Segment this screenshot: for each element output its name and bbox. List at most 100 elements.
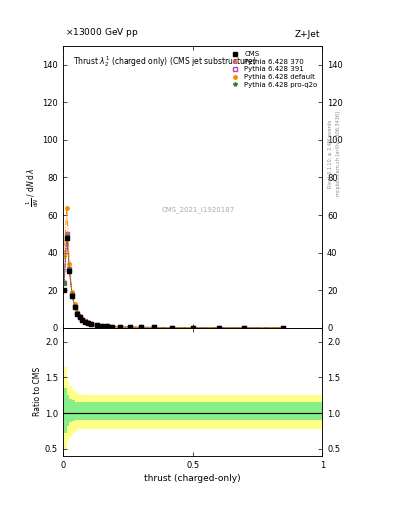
Line: CMS: CMS xyxy=(62,236,285,329)
CMS xyxy=(64,234,69,241)
Pythia 6.428 391 xyxy=(62,280,66,286)
Pythia 6.428 370 xyxy=(169,325,174,331)
Pythia 6.428 391 xyxy=(75,310,79,316)
Pythia 6.428 370 xyxy=(80,317,85,323)
Pythia 6.428 391 xyxy=(118,324,122,330)
Pythia 6.428 370 xyxy=(70,291,74,297)
Text: CMS_2021_I1920187: CMS_2021_I1920187 xyxy=(161,206,234,213)
Pythia 6.428 370 xyxy=(190,325,195,331)
Pythia 6.428 370 xyxy=(151,325,156,331)
Pythia 6.428 default xyxy=(190,325,195,331)
Pythia 6.428 default xyxy=(64,204,69,210)
Pythia 6.428 391 xyxy=(72,303,77,309)
Pythia 6.428 default xyxy=(99,323,104,329)
Line: Pythia 6.428 default: Pythia 6.428 default xyxy=(62,206,285,329)
Pythia 6.428 391 xyxy=(83,318,87,325)
Pythia 6.428 pro-q2o xyxy=(67,266,72,272)
Pythia 6.428 370 xyxy=(67,266,72,272)
Y-axis label: Ratio to CMS: Ratio to CMS xyxy=(33,367,42,416)
Pythia 6.428 default xyxy=(70,289,74,295)
Pythia 6.428 391 xyxy=(80,317,85,323)
Pythia 6.428 pro-q2o xyxy=(138,324,143,330)
Pythia 6.428 pro-q2o xyxy=(110,324,114,330)
Pythia 6.428 default xyxy=(128,324,133,330)
Pythia 6.428 391 xyxy=(110,324,114,330)
Pythia 6.428 default xyxy=(67,261,72,267)
Pythia 6.428 391 xyxy=(242,325,247,331)
Pythia 6.428 pro-q2o xyxy=(80,317,85,323)
Pythia 6.428 391 xyxy=(67,266,72,272)
Pythia 6.428 370 xyxy=(128,324,133,330)
Pythia 6.428 pro-q2o xyxy=(99,323,104,329)
Pythia 6.428 pro-q2o xyxy=(242,325,247,331)
Pythia 6.428 default xyxy=(242,325,247,331)
CMS xyxy=(67,268,72,274)
Pythia 6.428 default xyxy=(216,325,221,331)
Legend: CMS, Pythia 6.428 370, Pythia 6.428 391, Pythia 6.428 default, Pythia 6.428 pro-: CMS, Pythia 6.428 370, Pythia 6.428 391,… xyxy=(228,50,319,89)
Pythia 6.428 default xyxy=(83,318,87,324)
CMS xyxy=(281,325,286,331)
Pythia 6.428 391 xyxy=(64,231,69,237)
Pythia 6.428 default xyxy=(281,325,286,331)
Pythia 6.428 370 xyxy=(62,278,66,284)
Pythia 6.428 pro-q2o xyxy=(169,325,174,331)
Pythia 6.428 default xyxy=(77,313,82,319)
Pythia 6.428 391 xyxy=(151,325,156,331)
Pythia 6.428 pro-q2o xyxy=(62,280,66,286)
Pythia 6.428 370 xyxy=(110,324,114,330)
CMS xyxy=(190,325,195,331)
Pythia 6.428 default xyxy=(138,324,143,330)
Pythia 6.428 391 xyxy=(281,325,286,331)
Pythia 6.428 370 xyxy=(99,323,104,329)
CMS xyxy=(242,325,247,331)
Y-axis label: $\frac{1}{\mathrm{d}N}$ / $\mathrm{d}N\,\mathrm{d}\,\lambda$: $\frac{1}{\mathrm{d}N}$ / $\mathrm{d}N\,… xyxy=(25,167,41,206)
Pythia 6.428 default xyxy=(151,324,156,330)
Pythia 6.428 370 xyxy=(72,303,77,309)
Pythia 6.428 pro-q2o xyxy=(281,325,286,331)
Pythia 6.428 pro-q2o xyxy=(72,303,77,309)
Pythia 6.428 pro-q2o xyxy=(83,318,87,325)
Pythia 6.428 391 xyxy=(190,325,195,331)
Pythia 6.428 pro-q2o xyxy=(216,325,221,331)
CMS xyxy=(169,325,174,331)
Pythia 6.428 pro-q2o xyxy=(128,324,133,330)
CMS xyxy=(128,324,133,330)
CMS xyxy=(99,323,104,329)
Pythia 6.428 default xyxy=(169,325,174,331)
Text: $\times$13000 GeV pp: $\times$13000 GeV pp xyxy=(66,26,139,39)
Pythia 6.428 370 xyxy=(77,314,82,320)
CMS xyxy=(105,323,109,329)
Pythia 6.428 pro-q2o xyxy=(190,325,195,331)
Pythia 6.428 pro-q2o xyxy=(89,321,94,327)
Pythia 6.428 370 xyxy=(83,318,87,325)
CMS xyxy=(151,325,156,331)
Pythia 6.428 370 xyxy=(89,321,94,327)
CMS xyxy=(94,322,99,328)
CMS xyxy=(70,293,74,299)
Pythia 6.428 391 xyxy=(85,319,90,326)
CMS xyxy=(80,317,85,323)
Pythia 6.428 pro-q2o xyxy=(75,310,79,316)
Pythia 6.428 default xyxy=(89,321,94,327)
CMS xyxy=(85,320,90,326)
Pythia 6.428 391 xyxy=(94,322,99,328)
CMS xyxy=(89,321,94,327)
Pythia 6.428 pro-q2o xyxy=(64,232,69,239)
CMS xyxy=(216,325,221,331)
Pythia 6.428 370 xyxy=(105,323,109,329)
Pythia 6.428 default xyxy=(80,316,85,323)
Line: Pythia 6.428 391: Pythia 6.428 391 xyxy=(62,232,285,329)
CMS xyxy=(72,304,77,310)
Pythia 6.428 370 xyxy=(138,324,143,330)
Pythia 6.428 391 xyxy=(105,323,109,329)
Pythia 6.428 default xyxy=(110,324,114,330)
Pythia 6.428 default xyxy=(62,253,66,260)
Pythia 6.428 391 xyxy=(77,314,82,320)
Pythia 6.428 default xyxy=(85,319,90,326)
Pythia 6.428 pro-q2o xyxy=(85,320,90,326)
CMS xyxy=(77,314,82,321)
Pythia 6.428 pro-q2o xyxy=(151,325,156,331)
Pythia 6.428 default xyxy=(105,323,109,329)
Text: Rivet 3.1.10, ≥ 2.4M events: Rivet 3.1.10, ≥ 2.4M events xyxy=(328,119,333,188)
Pythia 6.428 370 xyxy=(216,325,221,331)
